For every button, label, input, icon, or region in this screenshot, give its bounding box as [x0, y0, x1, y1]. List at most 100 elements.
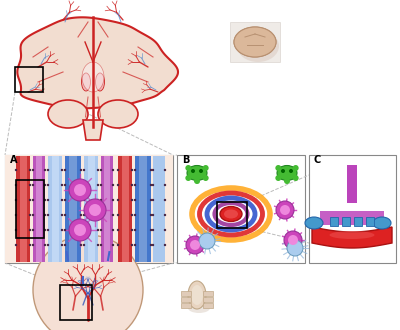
Circle shape	[61, 214, 63, 216]
Circle shape	[150, 169, 152, 171]
Bar	[101, 156, 113, 262]
Circle shape	[64, 169, 66, 171]
Circle shape	[276, 201, 294, 219]
Circle shape	[150, 244, 152, 246]
Bar	[122, 156, 129, 262]
Circle shape	[97, 169, 99, 171]
Ellipse shape	[96, 73, 104, 91]
Bar	[118, 156, 132, 262]
Circle shape	[29, 244, 31, 246]
Circle shape	[152, 229, 154, 231]
Circle shape	[134, 169, 136, 171]
Circle shape	[80, 169, 82, 171]
Bar	[20, 156, 27, 262]
Circle shape	[191, 169, 195, 173]
Circle shape	[293, 165, 299, 171]
Circle shape	[32, 184, 34, 186]
Circle shape	[97, 229, 99, 231]
Bar	[177, 155, 305, 263]
Circle shape	[131, 214, 133, 216]
Ellipse shape	[82, 62, 104, 92]
Text: A: A	[10, 155, 18, 165]
Circle shape	[150, 199, 152, 201]
Circle shape	[47, 199, 49, 201]
Circle shape	[134, 199, 136, 201]
Circle shape	[194, 178, 200, 184]
Circle shape	[100, 169, 102, 171]
Bar	[347, 165, 357, 203]
Circle shape	[47, 229, 49, 231]
Circle shape	[61, 199, 63, 201]
Circle shape	[15, 214, 17, 216]
Circle shape	[164, 244, 166, 246]
Circle shape	[134, 244, 136, 246]
Circle shape	[80, 229, 82, 231]
Polygon shape	[312, 227, 392, 248]
Circle shape	[83, 229, 85, 231]
Circle shape	[152, 244, 154, 246]
Ellipse shape	[305, 217, 323, 229]
Bar	[104, 156, 110, 262]
Circle shape	[185, 175, 191, 181]
Circle shape	[152, 199, 154, 201]
Circle shape	[117, 244, 119, 246]
Circle shape	[289, 169, 293, 173]
Circle shape	[150, 214, 152, 216]
Ellipse shape	[220, 207, 242, 221]
Ellipse shape	[224, 210, 238, 218]
Circle shape	[74, 184, 86, 196]
Bar	[203, 297, 213, 302]
Circle shape	[47, 244, 49, 246]
Circle shape	[100, 184, 102, 186]
Bar	[181, 297, 191, 302]
Circle shape	[15, 184, 17, 186]
Ellipse shape	[48, 100, 88, 128]
Bar	[48, 156, 62, 262]
Bar	[181, 303, 191, 308]
Circle shape	[190, 240, 200, 250]
Circle shape	[15, 229, 17, 231]
Circle shape	[112, 229, 114, 231]
Circle shape	[131, 244, 133, 246]
Circle shape	[134, 184, 136, 186]
Circle shape	[89, 204, 101, 216]
Circle shape	[47, 169, 49, 171]
Circle shape	[15, 169, 17, 171]
Circle shape	[112, 244, 114, 246]
Ellipse shape	[234, 27, 276, 57]
Bar	[52, 156, 59, 262]
Circle shape	[280, 205, 290, 215]
Circle shape	[29, 199, 31, 201]
Circle shape	[83, 169, 85, 171]
Circle shape	[112, 214, 114, 216]
Bar	[330, 217, 338, 226]
Circle shape	[44, 214, 46, 216]
Bar	[153, 156, 165, 262]
Bar	[320, 211, 384, 225]
Circle shape	[29, 169, 31, 171]
Circle shape	[275, 175, 281, 181]
Circle shape	[64, 214, 66, 216]
Bar	[342, 217, 350, 226]
Circle shape	[80, 184, 82, 186]
Circle shape	[131, 169, 133, 171]
Circle shape	[164, 229, 166, 231]
Bar	[181, 291, 191, 296]
Circle shape	[164, 169, 166, 171]
Circle shape	[199, 169, 203, 173]
Bar	[69, 156, 77, 262]
Circle shape	[29, 184, 31, 186]
Bar	[88, 156, 95, 262]
Bar	[139, 156, 147, 262]
Circle shape	[64, 184, 66, 186]
Circle shape	[97, 199, 99, 201]
Ellipse shape	[188, 281, 206, 309]
Bar	[135, 156, 151, 262]
Bar	[33, 156, 45, 262]
Bar	[203, 303, 213, 308]
Circle shape	[275, 165, 281, 171]
Circle shape	[29, 229, 31, 231]
Bar	[354, 217, 362, 226]
Circle shape	[97, 184, 99, 186]
Circle shape	[134, 214, 136, 216]
